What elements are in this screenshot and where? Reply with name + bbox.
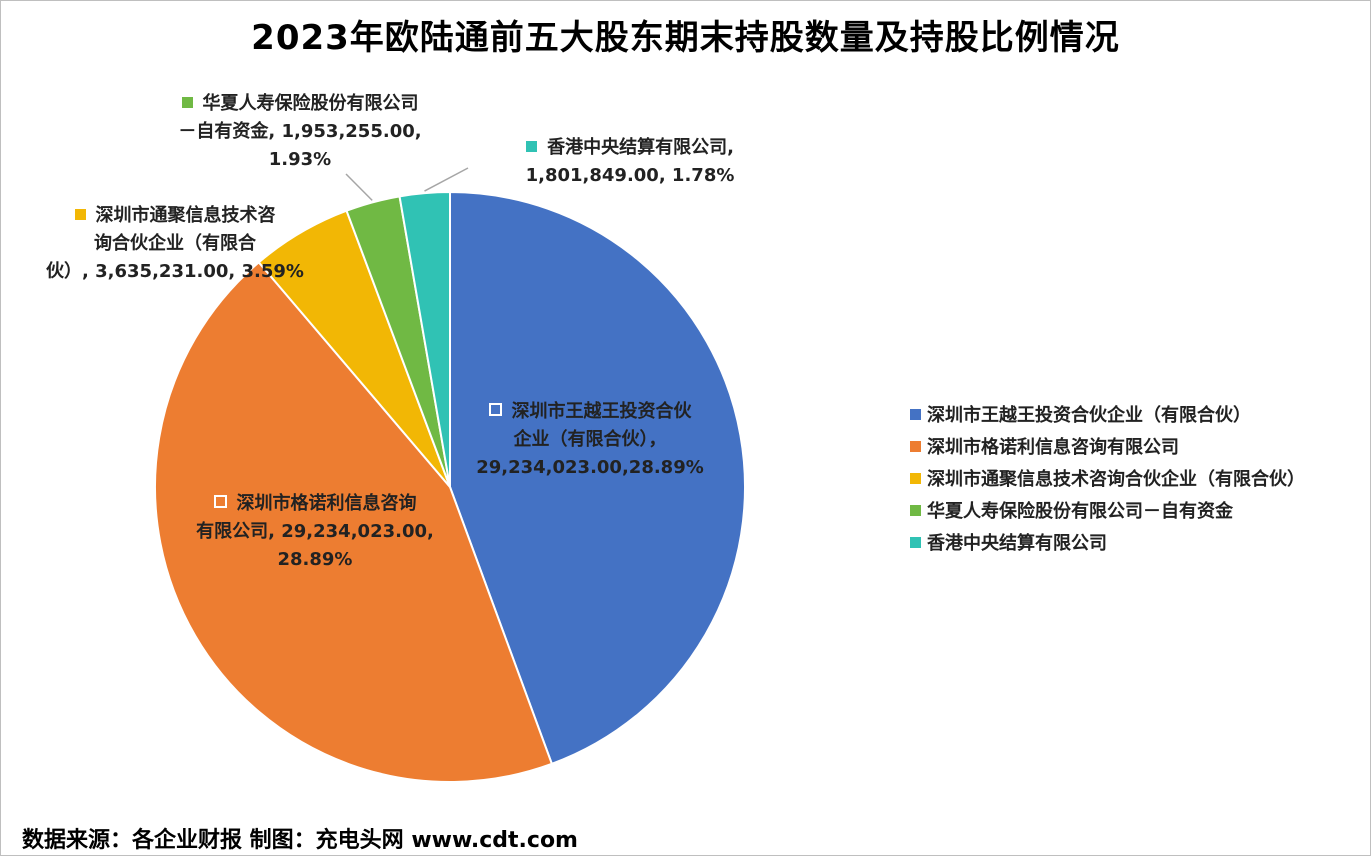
legend-label: 深圳市王越王投资合伙企业（有限合伙） bbox=[927, 405, 1251, 426]
source-note: 数据来源：各企业财报 制图：充电头网 www.cdt.com bbox=[22, 828, 578, 853]
pie-slice bbox=[153, 260, 554, 783]
data-label-wangyuewang: 深圳市王越王投资合伙 企业（有限合伙）， 29,234,023.00,28.89… bbox=[455, 398, 725, 482]
data-label-line: 深圳市通聚信息技术咨 bbox=[95, 205, 276, 226]
legend-item: 深圳市王越王投资合伙企业（有限合伙） bbox=[910, 398, 1305, 430]
data-label-line: 深圳市王越王投资合伙 bbox=[511, 401, 692, 422]
chart-title: 2023年欧陆通前五大股东期末持股数量及持股比例情况 bbox=[251, 18, 1120, 58]
pie-slice bbox=[449, 190, 746, 766]
data-label-line: 1.93% bbox=[268, 149, 332, 170]
legend-item: 深圳市通聚信息技术咨询合伙企业（有限合伙） bbox=[910, 462, 1305, 494]
data-label-line: 询合伙企业（有限合 bbox=[94, 233, 256, 254]
label-marker-icon bbox=[213, 495, 227, 508]
legend-label: 深圳市格诺利信息咨询有限公司 bbox=[927, 437, 1179, 458]
data-label-line: －自有资金, 1,953,255.00, bbox=[178, 121, 422, 142]
data-label-line: 华夏人寿保险股份有限公司 bbox=[202, 93, 419, 114]
legend-swatch-icon bbox=[910, 472, 921, 484]
legend-label: 深圳市通聚信息技术咨询合伙企业（有限合伙） bbox=[927, 469, 1305, 490]
data-label-line: 29,234,023.00,28.89% bbox=[476, 457, 704, 478]
label-marker-icon bbox=[181, 97, 193, 108]
data-label-line: 1,801,849.00, 1.78% bbox=[525, 165, 735, 186]
legend: 深圳市王越王投资合伙企业（有限合伙） 深圳市格诺利信息咨询有限公司 深圳市通聚信… bbox=[910, 398, 1305, 558]
data-label-line: 企业（有限合伙）， bbox=[513, 429, 667, 450]
label-marker-icon bbox=[526, 141, 538, 152]
data-label-line: 伙）, 3,635,231.00, 3.59% bbox=[46, 261, 304, 282]
label-marker-icon bbox=[488, 403, 502, 416]
legend-swatch-icon bbox=[910, 536, 921, 548]
data-label-hkscc: 香港中央结算有限公司, 1,801,849.00, 1.78% bbox=[480, 134, 780, 190]
legend-swatch-icon bbox=[910, 504, 921, 516]
label-marker-icon bbox=[74, 209, 86, 220]
legend-item: 香港中央结算有限公司 bbox=[910, 526, 1305, 558]
data-label-huaxia: 华夏人寿保险股份有限公司 －自有资金, 1,953,255.00, 1.93% bbox=[135, 90, 465, 174]
pie-slice bbox=[398, 190, 451, 488]
data-label-line: 香港中央结算有限公司, bbox=[547, 137, 734, 158]
legend-swatch-icon bbox=[910, 408, 921, 420]
leader-line bbox=[345, 173, 373, 201]
legend-label: 华夏人寿保险股份有限公司－自有资金 bbox=[927, 501, 1233, 522]
data-label-line: 有限公司, 29,234,023.00, bbox=[196, 521, 434, 542]
legend-label: 香港中央结算有限公司 bbox=[927, 533, 1107, 554]
legend-swatch-icon bbox=[910, 440, 921, 452]
leader-line bbox=[424, 167, 469, 192]
data-label-tongju: 深圳市通聚信息技术咨 询合伙企业（有限合 伙）, 3,635,231.00, 3… bbox=[30, 202, 320, 286]
data-label-genuoli: 深圳市格诺利信息咨询 有限公司, 29,234,023.00, 28.89% bbox=[160, 490, 470, 574]
legend-item: 华夏人寿保险股份有限公司－自有资金 bbox=[910, 494, 1305, 526]
data-label-line: 28.89% bbox=[277, 549, 353, 570]
data-label-line: 深圳市格诺利信息咨询 bbox=[236, 493, 417, 514]
legend-item: 深圳市格诺利信息咨询有限公司 bbox=[910, 430, 1305, 462]
